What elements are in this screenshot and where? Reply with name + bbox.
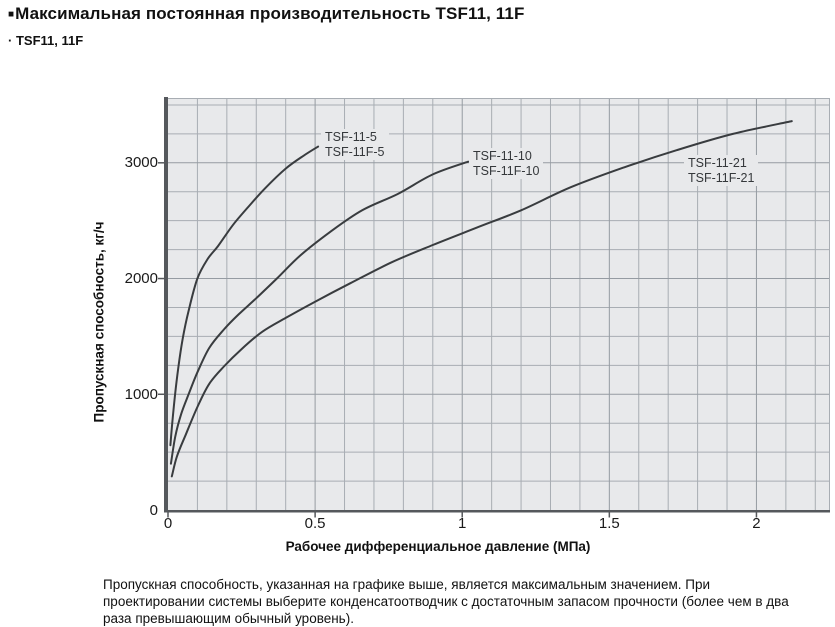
page-title: ■Максимальная постоянная производительно… <box>8 4 524 24</box>
curve-label-line: TSF-11F-10 <box>473 163 540 178</box>
x-tick-label-0.5: 0.5 <box>304 515 326 532</box>
curve-label-line: TSF-11-10 <box>473 149 532 163</box>
y-tick-label-3000: 3000 <box>124 154 158 172</box>
x-tick-label-0: 0 <box>163 515 173 532</box>
y-tick-label-0: 0 <box>149 501 158 519</box>
x-axis-spine <box>164 510 830 513</box>
y-axis-spine <box>164 97 168 512</box>
curve-label-line: TSF-11-21 <box>688 156 747 170</box>
subtitle-text: TSF11, 11F <box>15 33 84 48</box>
x-axis-title: Рабочее дифференциальное давление (МПа) <box>285 539 591 554</box>
curve-TSF-11-21 <box>170 120 793 478</box>
page-title-text: Максимальная постоянная производительнос… <box>15 4 525 23</box>
y-tick-label-1000: 1000 <box>124 385 158 403</box>
curve-label-line: TSF-11F-21 <box>688 170 755 185</box>
title-bullet-icon: ■ <box>8 9 15 20</box>
curve-TSF-11-10 <box>169 160 470 465</box>
x-tick-label-1: 1 <box>458 515 467 532</box>
y-tick-label-2000: 2000 <box>124 270 158 288</box>
curve-label-TSF-11-5: TSF-11-5 TSF-11F-5 <box>321 129 389 160</box>
subtitle-marker: · <box>8 33 13 48</box>
footnote: Пропускная способность, указанная на гра… <box>103 577 789 626</box>
x-tick-label-2: 2 <box>752 515 761 532</box>
subtitle: · TSF11, 11F <box>8 33 83 48</box>
curve-label-line: TSF-11F-5 <box>325 144 385 159</box>
curve-label-TSF-11-21: TSF-11-21 TSF-11F-21 <box>684 155 759 186</box>
curve-label-TSF-11-10: TSF-11-10 TSF-11F-10 <box>469 148 544 179</box>
x-tick-label-1.5: 1.5 <box>598 515 620 532</box>
curve-TSF-11-5 <box>169 145 320 447</box>
curve-label-line: TSF-11-5 <box>325 130 377 144</box>
